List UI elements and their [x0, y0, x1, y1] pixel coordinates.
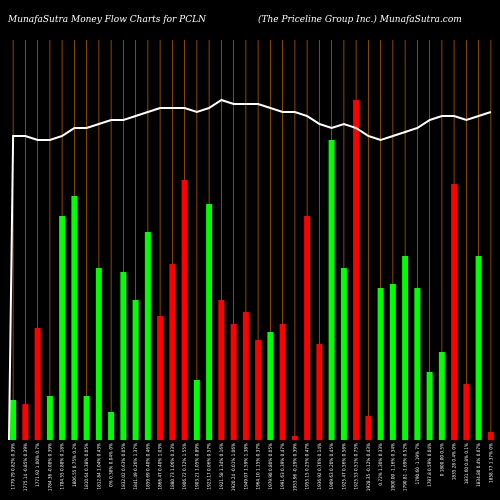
money-flow-bar — [353, 100, 360, 440]
money-flow-bar — [255, 340, 262, 440]
money-flow-bar — [328, 140, 335, 440]
money-flow-bar — [365, 416, 372, 440]
money-flow-bar — [230, 324, 237, 440]
chart-subtitle: (The Priceline Group Inc.) MunafaSutra.c… — [258, 14, 462, 25]
x-tick-label: 0 1800.00 0.5% — [439, 443, 444, 476]
money-flow-bar — [95, 268, 102, 440]
x-tick-label: 1925.53 0.51% 0.75% — [354, 443, 359, 490]
x-tick-label: 1955.15 0.25% 0.47% — [305, 443, 310, 490]
x-tick-label: 1784.36 -0.08% 0.39% — [47, 443, 52, 491]
x-tick-label: 1949.07 1.59% 1.38% — [243, 443, 248, 490]
money-flow-bar — [108, 412, 115, 440]
x-tick-label: 1906.72 0.72% 1.55% — [182, 443, 187, 490]
flow-line — [8, 98, 492, 441]
x-tick-label: 1880.73 1.06% 0.33% — [170, 443, 175, 490]
money-flow-bar — [291, 436, 298, 440]
x-tick-labels: 1779.79 0.82% 0.39% 1775.14 -0.85% 0.39% 1… — [11, 443, 494, 491]
x-tick-label: 1979.98 0.80% 0.05% — [268, 443, 273, 490]
x-tick-label: 1832.02 0.63% 0.05% — [121, 443, 126, 490]
money-flow-bar — [304, 216, 311, 440]
money-flow-bar — [475, 256, 482, 440]
x-tick-label: 1806.55 0.75% 0.2% — [72, 443, 77, 487]
money-flow-bar — [279, 324, 286, 440]
money-flow-bar — [83, 396, 90, 440]
money-flow-bar — [402, 256, 409, 440]
x-tick-label: 1831.60 0.8% 0.1% — [464, 443, 469, 484]
x-tick-label: 1779.79 0.82% 0.39% — [11, 443, 16, 490]
money-flow-bar — [267, 332, 274, 440]
x-tick-label: 1903.21 1.05% 0.89% — [194, 443, 199, 490]
x-tick-label: 1921.58 1.34% 0.16% — [219, 443, 224, 490]
money-flow-bar — [34, 328, 41, 440]
x-tick-label: 1787.8 0.59% 0.04% — [427, 443, 432, 487]
x-tick-label: 1812.84 1.04% 0.43% — [96, 443, 101, 490]
money-flow-bar — [316, 344, 323, 440]
money-flow-bar — [120, 272, 127, 440]
money-flow-bar — [438, 352, 445, 440]
x-tick-label: 1835.28 0.4% 0% — [452, 443, 457, 480]
x-tick-label: 1841.49 0.26% 1.37% — [133, 443, 138, 490]
money-flow-bar — [132, 300, 139, 440]
money-flow-bar — [22, 404, 29, 440]
money-flow-bar — [157, 316, 164, 440]
flow-line-series — [8, 98, 492, 441]
x-tick-label: 0.72% 1.30% 0.33% — [378, 443, 383, 486]
x-tick-label: 1920.24 -0.01% 1.06% — [231, 443, 236, 491]
money-flow-bar — [144, 232, 151, 440]
x-tick-label: 1991.63 0.39% 0.47% — [280, 443, 285, 490]
money-flow-bar — [463, 384, 470, 440]
x-tick-label: 1790.81 -1.69% 0.52% — [403, 443, 408, 491]
money-flow-bar — [414, 288, 421, 440]
x-tick-label: 1790.60 -1.19% 7% — [415, 443, 420, 484]
money-flow-bar — [169, 264, 176, 440]
chart-title: MunafaSutra Money Flow Charts for PCLN — [7, 15, 207, 25]
money-flow-bar — [487, 432, 494, 440]
x-tick-label: 1784.55 0.88% 0.18% — [60, 443, 65, 490]
bar-series — [10, 100, 494, 440]
x-tick-label: 1953.96 -0.29% 0.39% — [292, 443, 297, 491]
money-flow-bar — [451, 184, 458, 440]
x-tick-label: 1925.47 0.56% 0.58% — [341, 443, 346, 490]
x-tick-label: 1900.00 -1.16% 0.34% — [390, 443, 395, 491]
x-tick-label: 1810.64 0.38% 0.05% — [84, 443, 89, 490]
money-flow-bar — [426, 372, 433, 440]
x-tick-label: 1859.69 0.40% 0.46% — [145, 443, 150, 490]
money-flow-bar — [181, 180, 188, 440]
x-tick-label: 1771.92 1.00% 0.7% — [35, 443, 40, 487]
x-tick-label: 1858.77 1.37% 0% — [488, 443, 493, 483]
money-flow-bar — [10, 400, 17, 440]
money-flow-bar — [59, 216, 66, 440]
money-flow-bar — [242, 312, 249, 440]
money-flow-bar — [71, 196, 78, 440]
x-tick-label: 1866.47 0.40% 1.03% — [158, 443, 163, 490]
money-flow-bar — [206, 204, 213, 440]
x-tick-label: 0% 0.38% 0.04% 0% — [109, 443, 114, 487]
x-tick-label: 1964.10 1.15% 0.37% — [256, 443, 261, 490]
money-flow-bar — [46, 396, 53, 440]
x-tick-label: 1923.17 0.06% 0.57% — [207, 443, 212, 490]
money-flow-bar — [218, 300, 225, 440]
x-tick-label: 1909.63 0.20% 0.45% — [329, 443, 334, 490]
x-tick-label: 1775.14 -0.85% 0.39% — [23, 443, 28, 491]
x-tick-label: 1928.35 -0.12% 0.43% — [366, 443, 371, 491]
money-flow-bar — [340, 268, 347, 440]
x-tick-label: 1936.92 0.76% 0.14% — [317, 443, 322, 490]
money-flow-bar — [377, 288, 384, 440]
money-flow-bar — [193, 380, 200, 440]
x-tick-label: 1834.80 0.4% 0.07% — [476, 443, 481, 487]
money-flow-bar — [389, 284, 396, 440]
